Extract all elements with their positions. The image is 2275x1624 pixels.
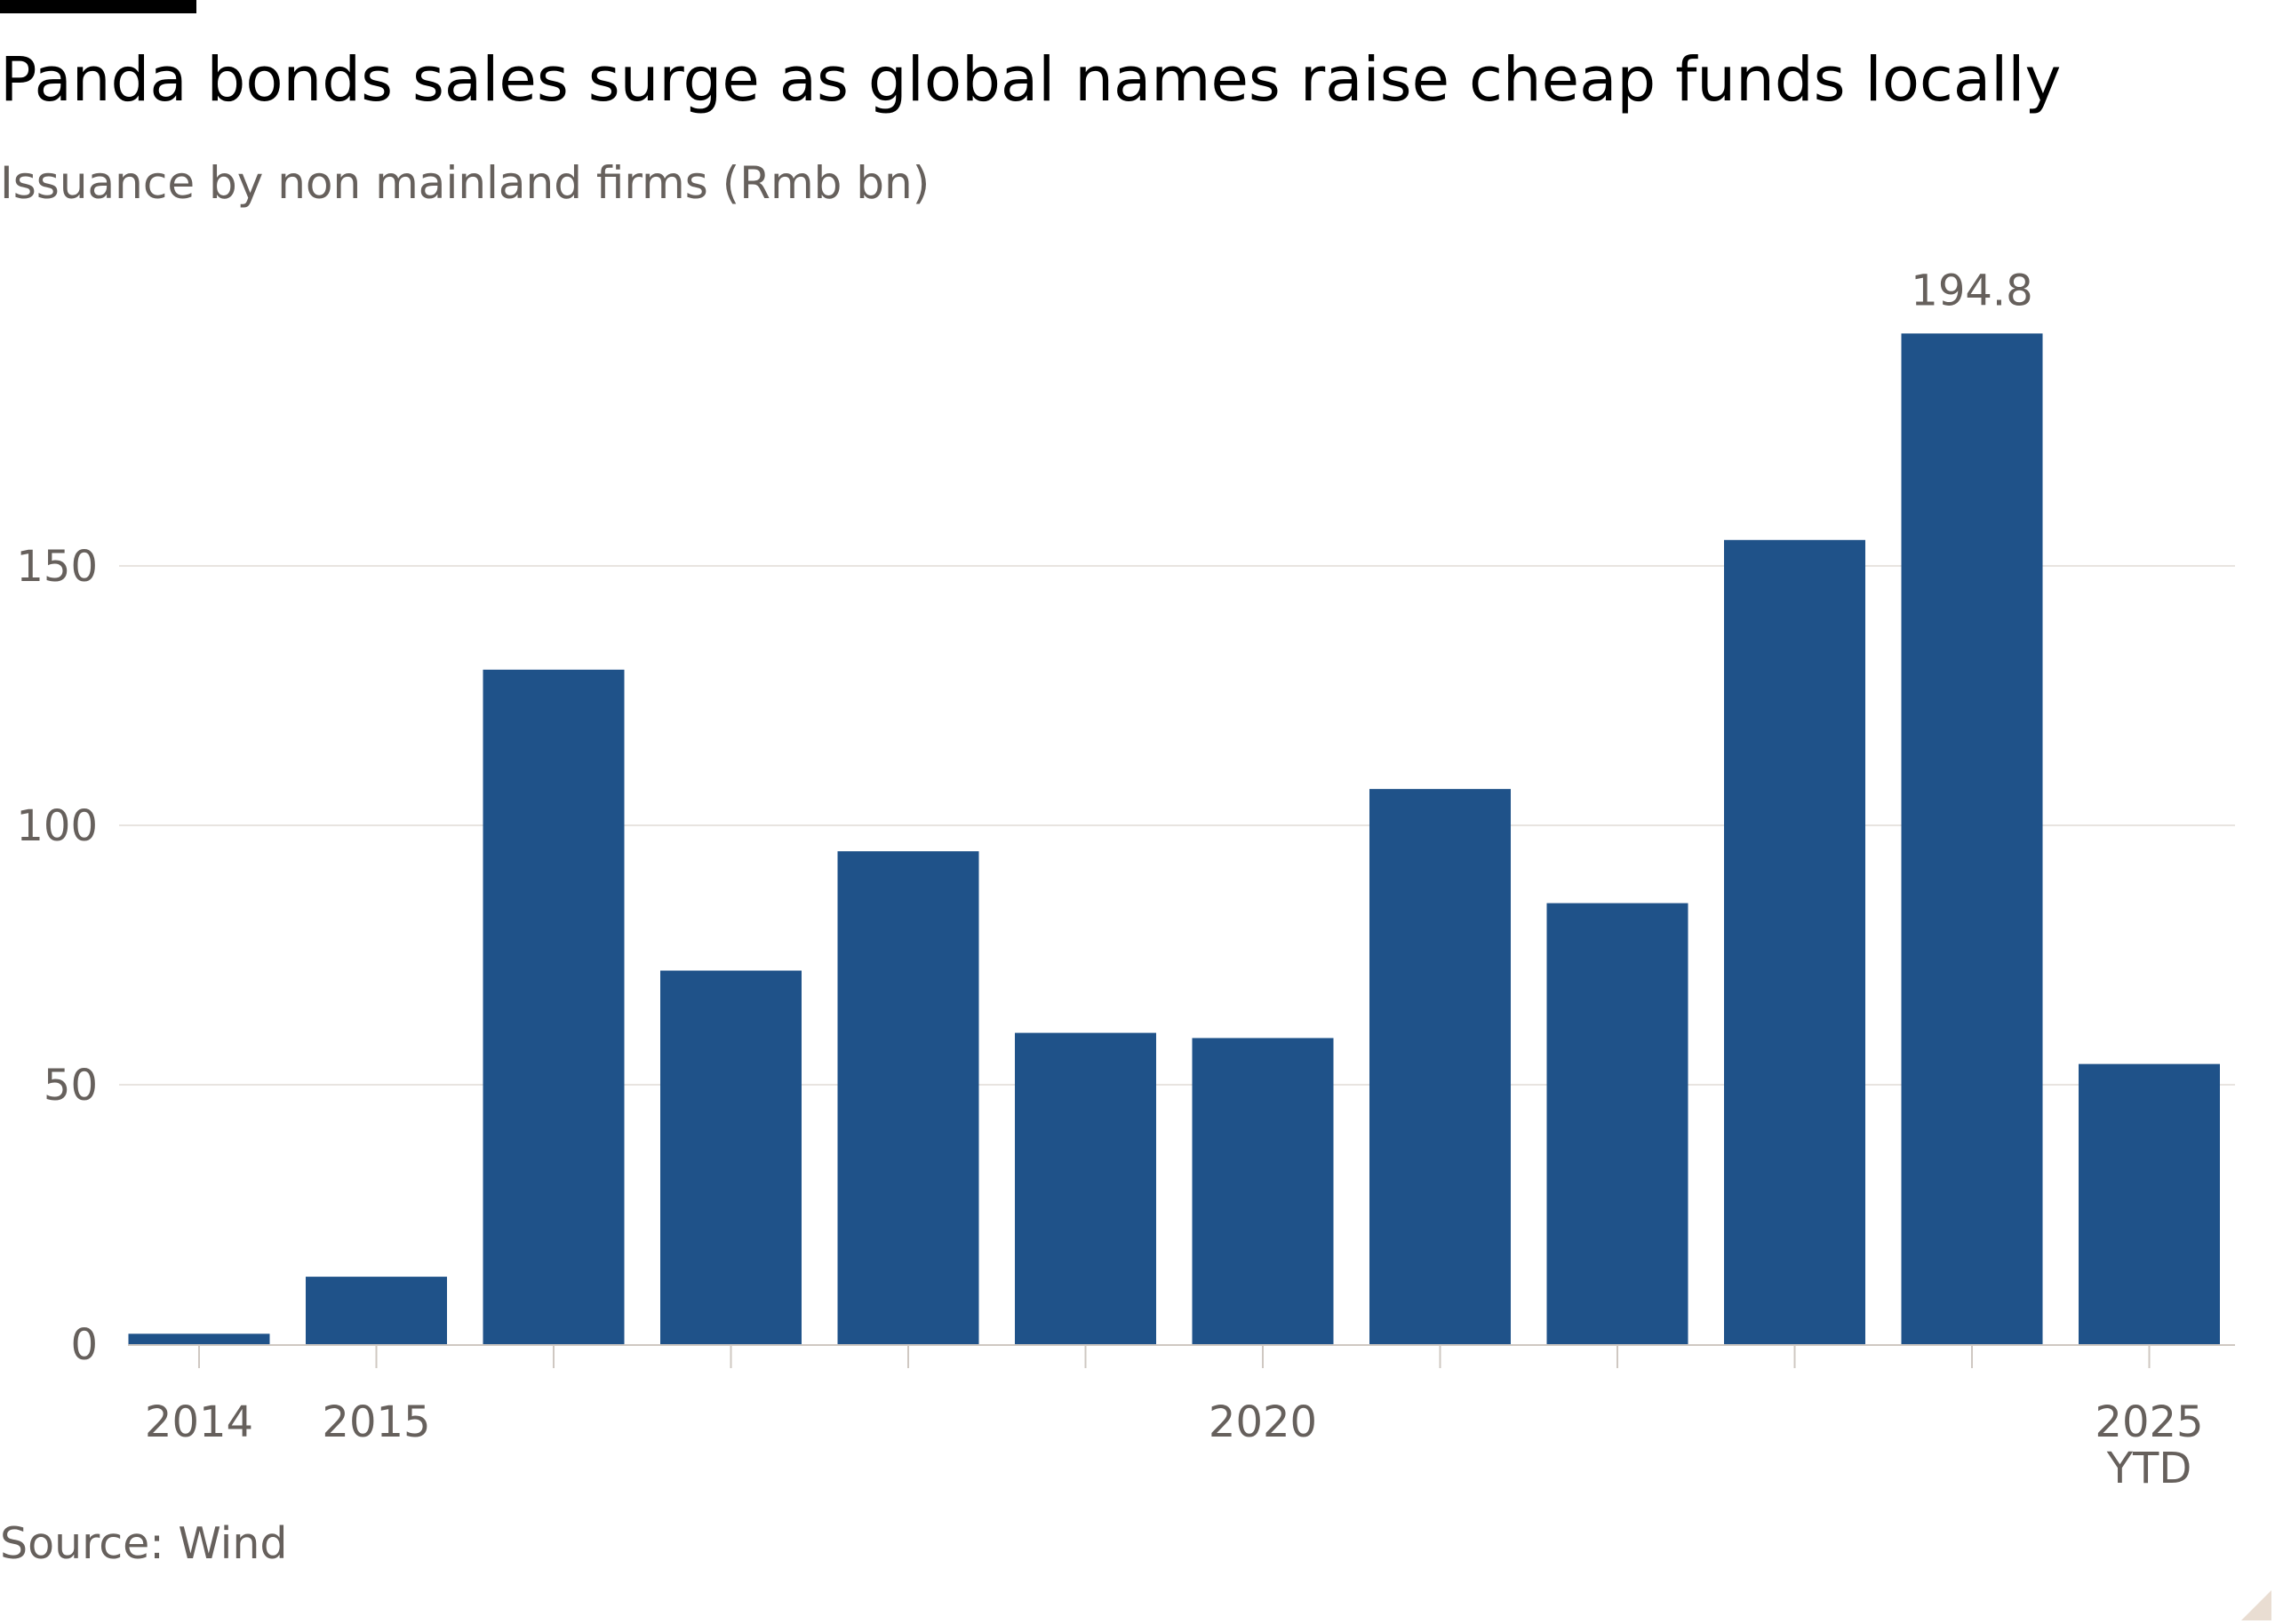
x-axis: 2014 2015 2020 2025 YTD bbox=[128, 1344, 2235, 1493]
bar-2018 bbox=[837, 851, 979, 1344]
bar-2025-ytd bbox=[2079, 1063, 2220, 1344]
bar-2022 bbox=[1546, 903, 1688, 1344]
chart-title: Panda bonds sales surge as global names … bbox=[0, 44, 2062, 115]
y-tick-label-100: 100 bbox=[16, 801, 98, 851]
top-accent-bar bbox=[0, 0, 196, 13]
y-tick-label-50: 50 bbox=[44, 1061, 98, 1111]
bar-2021 bbox=[1369, 789, 1511, 1344]
x-tick-label-2015: 2015 bbox=[322, 1397, 430, 1447]
bar-2020 bbox=[1192, 1038, 1334, 1344]
x-tick-label-2014: 2014 bbox=[145, 1397, 253, 1447]
bar-2016 bbox=[483, 669, 625, 1344]
bars bbox=[128, 333, 2220, 1344]
data-labels: 194.8 bbox=[1911, 266, 2032, 315]
source-note: Source: Wind bbox=[0, 1518, 288, 1569]
data-label-10: 194.8 bbox=[1911, 266, 2032, 315]
bar-2023 bbox=[1724, 539, 1865, 1344]
y-tick-label-0: 0 bbox=[70, 1320, 98, 1370]
y-tick-label-150: 150 bbox=[16, 542, 98, 592]
gridlines bbox=[119, 565, 2235, 1086]
x-tick-label-2020: 2020 bbox=[1209, 1397, 1317, 1447]
bar-2014 bbox=[128, 1333, 270, 1344]
bar-2017 bbox=[660, 970, 802, 1344]
bar-2015 bbox=[306, 1277, 447, 1344]
bar-2019 bbox=[1015, 1032, 1156, 1344]
chart-subtitle: Issuance by non mainland firms (Rmb bn) bbox=[0, 157, 930, 209]
x-tick-label-2025-ytd: 2025 YTD bbox=[2095, 1397, 2203, 1493]
bar-2024 bbox=[1901, 333, 2043, 1344]
y-axis: 0 50 100 150 bbox=[16, 542, 98, 1370]
corner-mark bbox=[2241, 1590, 2271, 1620]
